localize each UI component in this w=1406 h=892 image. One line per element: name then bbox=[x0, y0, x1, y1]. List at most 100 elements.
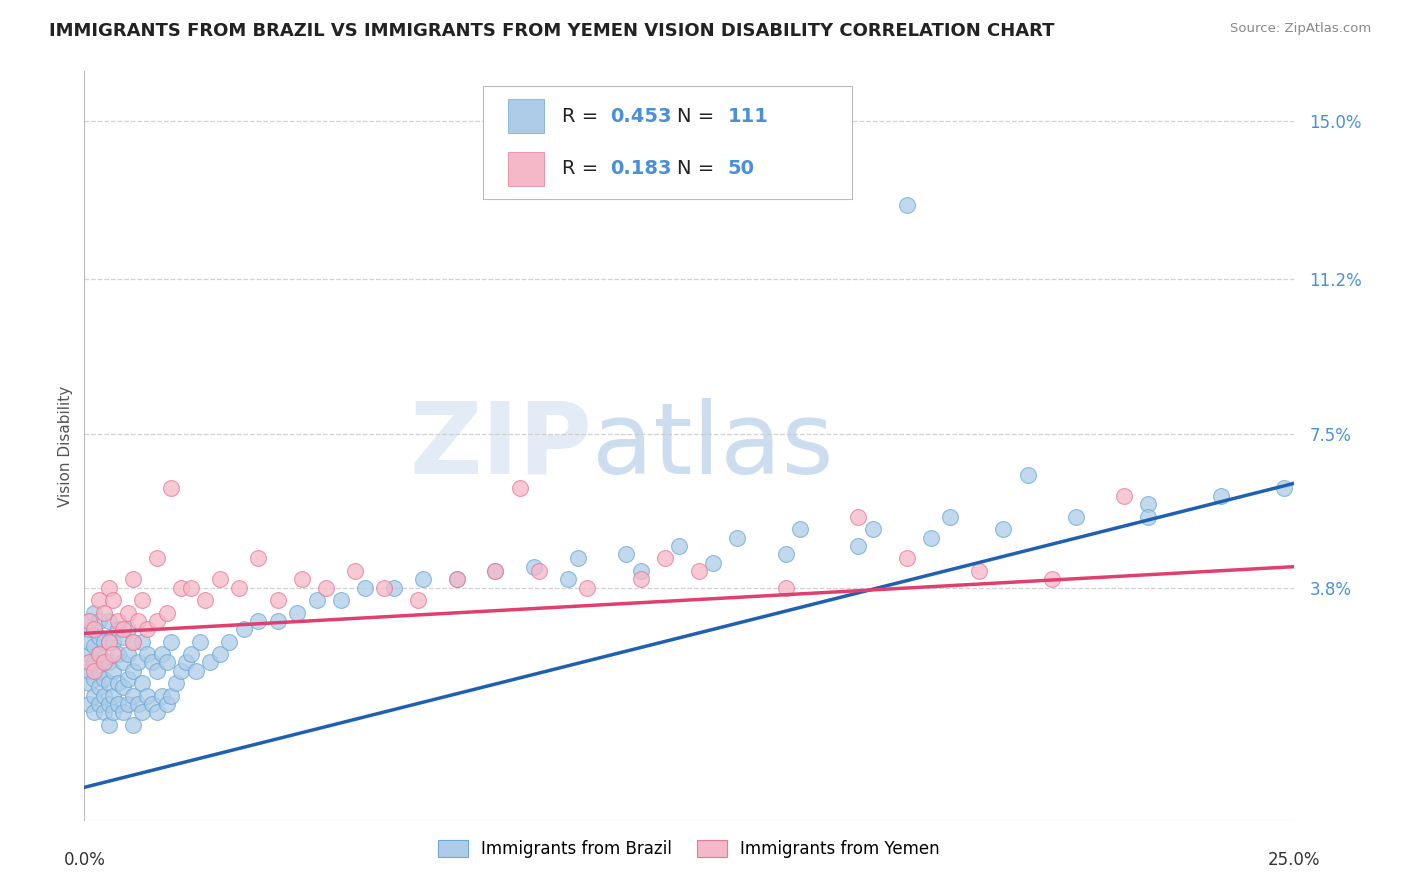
Point bbox=[344, 564, 367, 578]
Point bbox=[1114, 489, 1136, 503]
Point bbox=[83, 664, 105, 678]
Point bbox=[155, 606, 177, 620]
Point bbox=[87, 631, 110, 645]
Point bbox=[121, 689, 143, 703]
Point bbox=[103, 689, 125, 703]
Y-axis label: Vision Disability: Vision Disability bbox=[58, 385, 73, 507]
Point bbox=[527, 564, 550, 578]
Point bbox=[121, 572, 143, 586]
Point bbox=[315, 581, 337, 595]
Point bbox=[1209, 489, 1232, 503]
Point bbox=[373, 581, 395, 595]
Point bbox=[775, 581, 797, 595]
Point bbox=[141, 656, 163, 670]
Point bbox=[97, 581, 120, 595]
Point bbox=[291, 572, 314, 586]
Point bbox=[77, 656, 100, 670]
Point bbox=[131, 676, 153, 690]
Text: 0.0%: 0.0% bbox=[63, 851, 105, 869]
Text: 0.183: 0.183 bbox=[610, 160, 672, 178]
Point bbox=[725, 531, 748, 545]
Point bbox=[117, 697, 139, 711]
Point bbox=[97, 614, 120, 628]
Text: N =: N = bbox=[676, 160, 720, 178]
Point bbox=[194, 593, 217, 607]
Text: 25.0%: 25.0% bbox=[1267, 851, 1320, 869]
Point bbox=[97, 718, 120, 732]
Point bbox=[93, 689, 115, 703]
Point bbox=[131, 706, 153, 720]
Point bbox=[165, 676, 187, 690]
Text: R =: R = bbox=[562, 107, 605, 126]
Point bbox=[103, 634, 125, 648]
Point bbox=[83, 706, 105, 720]
Point bbox=[614, 547, 637, 561]
Point bbox=[93, 606, 115, 620]
Point bbox=[93, 706, 115, 720]
Point bbox=[329, 593, 352, 607]
Point bbox=[121, 718, 143, 732]
Point bbox=[218, 634, 240, 648]
Point bbox=[87, 697, 110, 711]
Point bbox=[174, 656, 197, 670]
FancyBboxPatch shape bbox=[484, 87, 852, 199]
Point bbox=[150, 689, 173, 703]
Text: IMMIGRANTS FROM BRAZIL VS IMMIGRANTS FROM YEMEN VISION DISABILITY CORRELATION CH: IMMIGRANTS FROM BRAZIL VS IMMIGRANTS FRO… bbox=[49, 22, 1054, 40]
Point bbox=[97, 634, 120, 648]
Point bbox=[136, 622, 159, 636]
Point bbox=[446, 572, 468, 586]
Point bbox=[1040, 572, 1063, 586]
Point bbox=[83, 622, 105, 636]
FancyBboxPatch shape bbox=[508, 152, 544, 186]
Point bbox=[146, 614, 169, 628]
Point bbox=[77, 697, 100, 711]
Point bbox=[208, 647, 231, 661]
Point bbox=[103, 593, 125, 607]
Point bbox=[83, 656, 105, 670]
Point bbox=[112, 622, 135, 636]
Point bbox=[630, 564, 652, 578]
Point bbox=[688, 564, 710, 578]
Point bbox=[412, 572, 434, 586]
Point bbox=[97, 676, 120, 690]
Point bbox=[484, 564, 506, 578]
Point bbox=[155, 656, 177, 670]
Point bbox=[131, 634, 153, 648]
FancyBboxPatch shape bbox=[508, 99, 544, 133]
Point bbox=[117, 672, 139, 686]
Point bbox=[896, 551, 918, 566]
Point bbox=[406, 593, 429, 607]
Point bbox=[305, 593, 328, 607]
Point bbox=[160, 634, 183, 648]
Point bbox=[668, 539, 690, 553]
Point bbox=[93, 656, 115, 670]
Point bbox=[557, 572, 579, 586]
Point bbox=[107, 622, 129, 636]
Point bbox=[131, 593, 153, 607]
Point bbox=[103, 664, 125, 678]
Point bbox=[83, 622, 105, 636]
Point bbox=[146, 706, 169, 720]
Point bbox=[267, 614, 290, 628]
Point bbox=[939, 509, 962, 524]
Point bbox=[1017, 468, 1039, 483]
Point bbox=[103, 647, 125, 661]
Point bbox=[1137, 509, 1160, 524]
Point bbox=[523, 559, 546, 574]
Point bbox=[87, 614, 110, 628]
Point bbox=[117, 647, 139, 661]
Point bbox=[160, 689, 183, 703]
Point bbox=[896, 197, 918, 211]
Point bbox=[136, 647, 159, 661]
Legend: Immigrants from Brazil, Immigrants from Yemen: Immigrants from Brazil, Immigrants from … bbox=[432, 833, 946, 864]
Point bbox=[107, 647, 129, 661]
Point bbox=[87, 664, 110, 678]
Point bbox=[141, 697, 163, 711]
Point bbox=[93, 634, 115, 648]
Point bbox=[509, 481, 531, 495]
Point bbox=[484, 564, 506, 578]
Point bbox=[233, 622, 256, 636]
Point bbox=[285, 606, 308, 620]
Point bbox=[121, 634, 143, 648]
Point bbox=[702, 556, 724, 570]
